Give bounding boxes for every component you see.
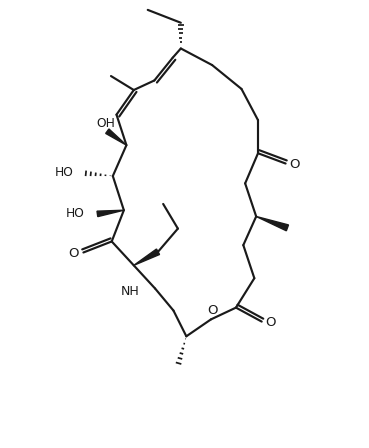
Text: O: O (265, 316, 276, 329)
Text: O: O (207, 304, 218, 317)
Text: OH: OH (97, 116, 115, 129)
Polygon shape (256, 216, 289, 231)
Polygon shape (97, 210, 124, 217)
Text: HO: HO (55, 166, 74, 179)
Text: O: O (289, 158, 300, 171)
Text: O: O (69, 247, 79, 260)
Polygon shape (106, 129, 127, 145)
Polygon shape (134, 249, 159, 265)
Text: NH: NH (121, 285, 139, 298)
Text: HO: HO (65, 207, 84, 220)
